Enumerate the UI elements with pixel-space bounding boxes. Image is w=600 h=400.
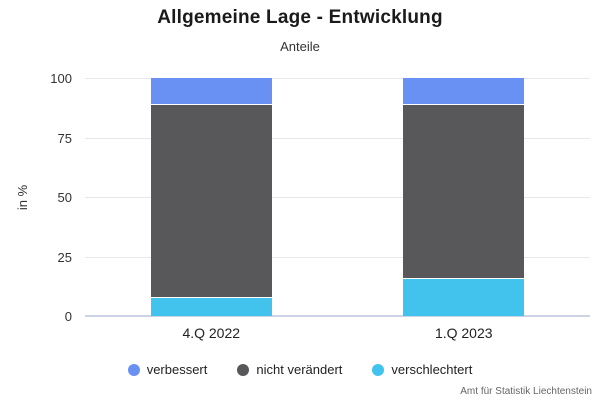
xtick-label-2: 1.Q 2023 xyxy=(434,325,493,341)
gridline-100 xyxy=(85,78,590,79)
y-axis: 0 25 50 75 100 xyxy=(0,71,72,324)
xtick-label-1: 4.Q 2022 xyxy=(182,325,241,341)
legend-marker-icon xyxy=(372,363,385,376)
bar-segment-verschlechtert[interactable] xyxy=(403,277,525,316)
legend-marker-icon xyxy=(237,363,250,376)
ytick-label-50: 50 xyxy=(57,190,72,205)
legend-label: nicht verändert xyxy=(256,362,343,377)
legend: verbessert nicht verändert verschlechtert xyxy=(0,362,600,377)
gridline-0 xyxy=(85,315,590,317)
ytick-label-0: 0 xyxy=(64,309,72,324)
legend-item-nicht-verändert[interactable]: nicht verändert xyxy=(237,362,342,377)
chart-title: Allgemeine Lage - Entwicklung xyxy=(157,7,443,28)
chart-subtitle: Anteile xyxy=(280,39,320,54)
bar-segment-nicht-verändert[interactable] xyxy=(150,104,272,297)
bar-segment-verbessert[interactable] xyxy=(150,78,272,105)
gridline-25 xyxy=(85,256,590,258)
legend-item-verschlechtert[interactable]: verschlechtert xyxy=(372,362,472,377)
bar-1.q-2023 xyxy=(403,78,525,316)
legend-label: verbessert xyxy=(146,362,208,377)
x-axis: 4.Q 2022 1.Q 2023 xyxy=(85,325,590,345)
source-credit: Amt für Statistik Liechtenstein xyxy=(460,386,592,397)
bar-segment-verschlechtert[interactable] xyxy=(150,296,272,316)
ytick-label-100: 100 xyxy=(50,71,72,86)
legend-label: verschlechtert xyxy=(391,362,473,377)
plot-area xyxy=(85,78,590,317)
bar-segment-nicht-verändert[interactable] xyxy=(403,104,525,278)
bar-4.q-2022 xyxy=(150,78,272,316)
gridline-75 xyxy=(85,137,590,139)
ytick-label-25: 25 xyxy=(57,249,72,265)
bar-segment-verbessert[interactable] xyxy=(403,78,525,105)
ytick-label-75: 75 xyxy=(57,130,72,146)
legend-marker-icon xyxy=(127,363,140,376)
gridline-50 xyxy=(85,197,590,198)
legend-item-verbessert[interactable]: verbessert xyxy=(127,362,208,377)
